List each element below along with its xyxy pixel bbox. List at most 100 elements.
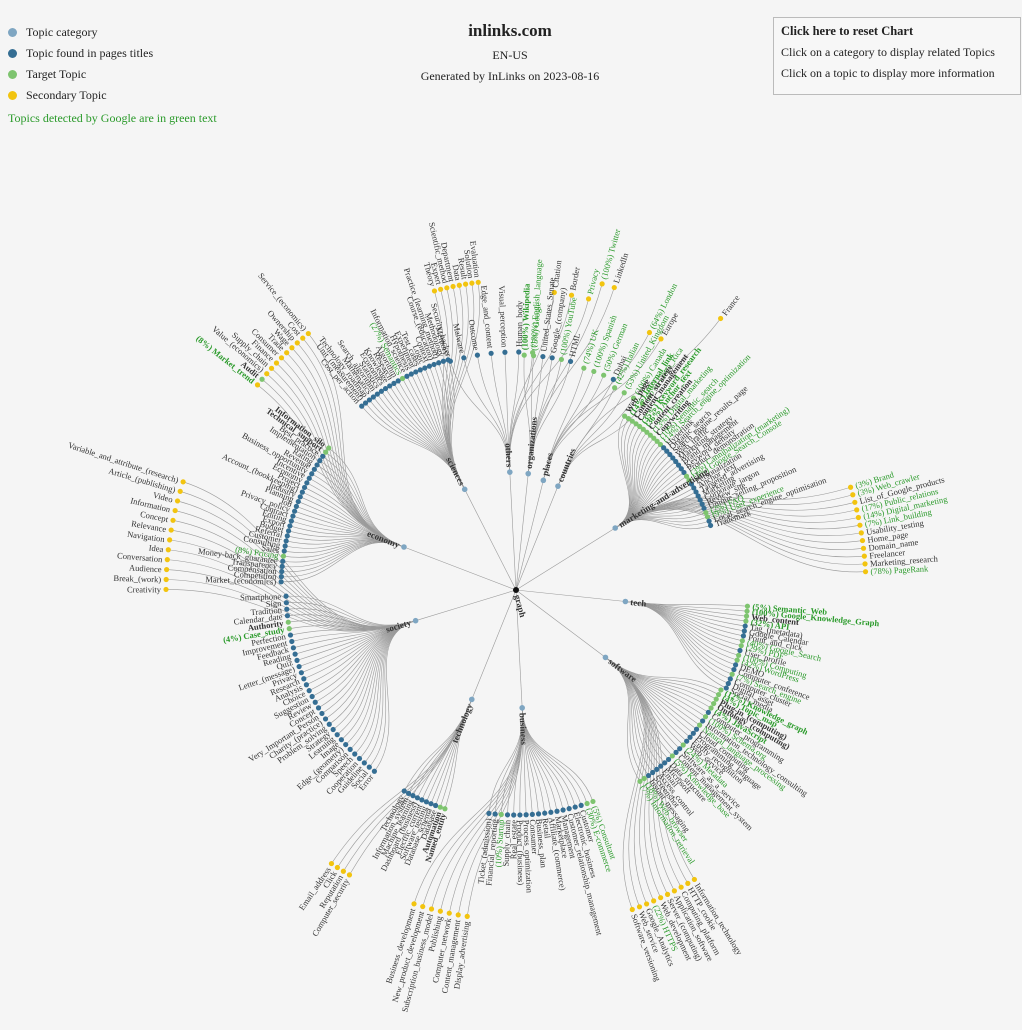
topic-node[interactable] (852, 499, 858, 505)
topic-node[interactable] (366, 764, 372, 770)
topic-node[interactable] (744, 603, 751, 609)
topic-node[interactable] (701, 505, 707, 511)
topic-node[interactable] (446, 910, 452, 916)
topic-node[interactable] (859, 537, 866, 544)
topic-node[interactable] (264, 371, 270, 377)
topic-label[interactable]: Freelancer (869, 547, 906, 560)
topic-node[interactable] (572, 804, 578, 810)
topic-node[interactable] (621, 390, 627, 396)
topic-node[interactable] (408, 371, 414, 377)
topic-node[interactable] (334, 732, 340, 738)
topic-node[interactable] (474, 352, 481, 358)
topic-node[interactable] (309, 471, 315, 477)
topic-node[interactable] (711, 700, 717, 707)
topic-node[interactable] (301, 484, 308, 491)
topic-node[interactable] (645, 772, 652, 779)
topic-node[interactable] (352, 751, 358, 757)
category-node[interactable] (468, 696, 475, 703)
topic-node[interactable] (554, 808, 560, 814)
category-node[interactable] (555, 483, 561, 489)
topic-node[interactable] (422, 365, 428, 371)
topic-node[interactable] (704, 514, 711, 520)
topic-label[interactable]: Video (152, 490, 174, 505)
topic-node[interactable] (370, 394, 376, 400)
topic-node[interactable] (328, 860, 335, 867)
topic-node[interactable] (673, 458, 679, 465)
topic-node[interactable] (285, 528, 292, 534)
topic-node[interactable] (566, 806, 572, 812)
topic-node[interactable] (862, 569, 869, 575)
topic-label[interactable]: Product_(business) (515, 820, 526, 885)
topic-label[interactable]: Audience (129, 562, 162, 574)
topic-node[interactable] (683, 473, 690, 479)
topic-node[interactable] (428, 906, 435, 912)
topic-node[interactable] (530, 353, 537, 359)
topic-label[interactable]: France (720, 293, 742, 318)
topic-node[interactable] (312, 699, 318, 705)
topic-node[interactable] (437, 908, 443, 914)
topic-node[interactable] (629, 906, 635, 913)
topic-node[interactable] (713, 696, 719, 702)
topic-node[interactable] (695, 493, 701, 499)
topic-node[interactable] (301, 676, 307, 682)
topic-node[interactable] (437, 804, 443, 810)
topic-node[interactable] (630, 395, 637, 401)
topic-label[interactable]: Smartphone (240, 591, 282, 602)
topic-node[interactable] (334, 864, 340, 871)
topic-node[interactable] (289, 638, 295, 645)
topic-node[interactable] (498, 811, 504, 818)
topic-node[interactable] (326, 721, 332, 727)
category-label[interactable]: business (517, 713, 529, 746)
topic-node[interactable] (289, 345, 295, 351)
topic-node[interactable] (654, 438, 660, 444)
topic-node[interactable] (180, 479, 186, 485)
topic-node[interactable] (340, 868, 346, 874)
topic-node[interactable] (708, 705, 714, 711)
topic-node[interactable] (444, 285, 450, 291)
topic-node[interactable] (287, 523, 293, 529)
topic-node[interactable] (599, 281, 605, 287)
topic-node[interactable] (371, 768, 377, 774)
category-label[interactable]: software (606, 656, 638, 684)
topic-node[interactable] (686, 477, 692, 483)
topic-node[interactable] (687, 734, 693, 740)
topic-node[interactable] (591, 368, 597, 375)
topic-node[interactable] (440, 358, 447, 364)
topic-node[interactable] (298, 670, 304, 676)
topic-node[interactable] (678, 884, 684, 890)
topic-node[interactable] (705, 709, 711, 716)
topic-node[interactable] (492, 811, 498, 817)
topic-node[interactable] (168, 527, 174, 533)
topic-node[interactable] (404, 373, 410, 379)
topic-node[interactable] (736, 652, 742, 658)
topic-label[interactable]: Quiz (275, 657, 294, 672)
topic-node[interactable] (362, 400, 369, 406)
topic-node[interactable] (560, 807, 566, 813)
topic-label[interactable]: Compensation (227, 562, 277, 576)
topic-node[interactable] (521, 352, 527, 358)
reset-chart-link[interactable]: Click here to reset Chart (781, 24, 914, 38)
topic-node[interactable] (164, 557, 170, 563)
topic-node[interactable] (317, 458, 323, 464)
topic-node[interactable] (172, 507, 178, 514)
topic-node[interactable] (637, 778, 643, 784)
topic-node[interactable] (742, 623, 748, 629)
topic-node[interactable] (706, 518, 712, 524)
topic-node[interactable] (549, 355, 555, 361)
topic-node[interactable] (699, 501, 705, 507)
topic-node[interactable] (732, 662, 739, 668)
category-node[interactable] (602, 654, 609, 661)
topic-node[interactable] (860, 545, 867, 551)
topic-node[interactable] (282, 543, 288, 549)
topic-node[interactable] (690, 730, 696, 736)
topic-label[interactable]: Evaluation (468, 240, 483, 279)
topic-node[interactable] (278, 579, 284, 585)
topic-label[interactable]: Solution (462, 249, 476, 280)
topic-node[interactable] (723, 685, 729, 691)
topic-node[interactable] (611, 284, 617, 291)
topic-node[interactable] (664, 448, 670, 454)
topic-label[interactable]: Business_plan (534, 818, 549, 869)
topic-node[interactable] (268, 365, 275, 371)
topic-node[interactable] (284, 613, 291, 619)
topic-node[interactable] (290, 645, 296, 651)
